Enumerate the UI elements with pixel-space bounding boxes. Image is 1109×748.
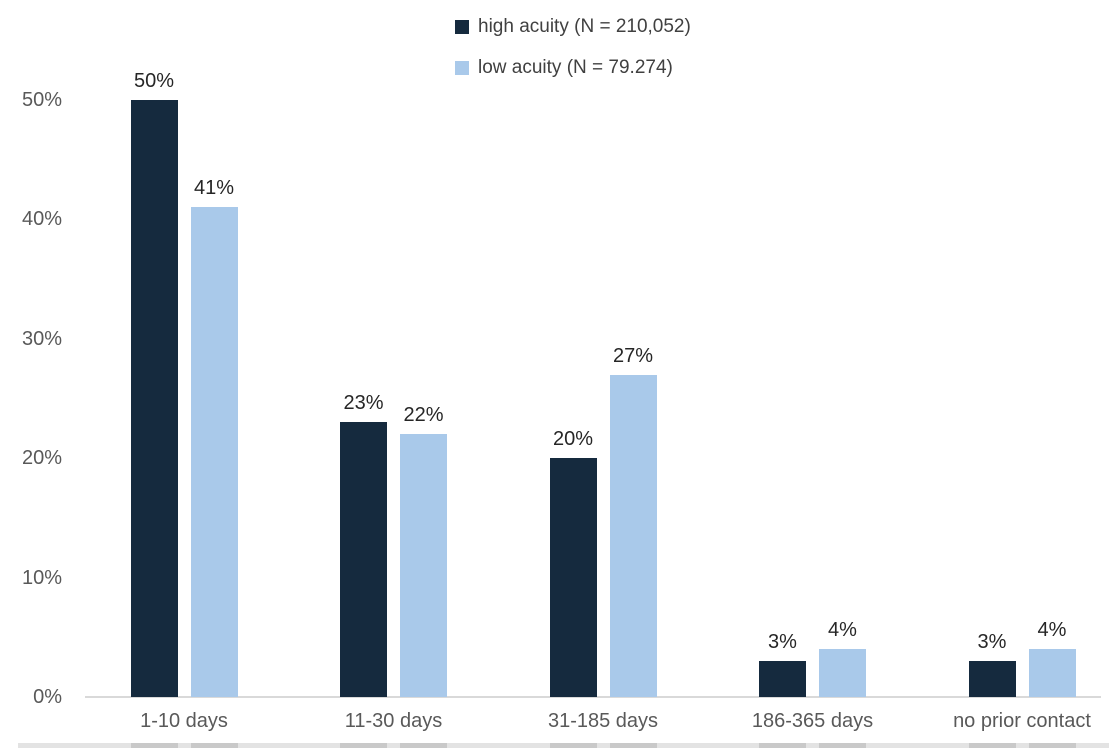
chart-legend: high acuity (N = 210,052) low acuity (N …	[455, 13, 691, 81]
bar-value-label: 27%	[612, 344, 654, 367]
bar-value-label: 4%	[828, 619, 857, 642]
x-axis-baseline	[85, 696, 1101, 698]
bar-value-label: 50%	[133, 70, 175, 92]
legend-item-high-acuity: high acuity (N = 210,052)	[455, 13, 691, 40]
cropped-bar-remnant	[819, 743, 866, 748]
bar-low-acuity	[819, 649, 866, 697]
x-axis-category-label: 11-30 days	[344, 710, 443, 732]
x-axis-category-label: no prior contact	[953, 710, 1091, 732]
cropped-bar-remnant	[190, 743, 238, 748]
cropped-bar-remnant	[609, 743, 657, 748]
legend-swatch-high-acuity-icon	[455, 19, 469, 34]
legend-label-low-acuity: low acuity (N = 79.274)	[478, 56, 673, 78]
bar-low-acuity	[400, 434, 447, 697]
bar-value-label: 3%	[977, 631, 1007, 654]
bar-value-label: 4%	[1037, 619, 1067, 642]
bar-low-acuity	[190, 207, 238, 697]
cropped-bar-remnant	[968, 743, 1016, 748]
bar-low-acuity	[609, 374, 657, 697]
bar-high-acuity	[549, 458, 597, 697]
bar-value-label: 22%	[403, 404, 444, 427]
cropped-bar-remnant	[759, 743, 806, 748]
bar-value-label: 20%	[552, 428, 594, 451]
bar-high-acuity	[130, 100, 178, 697]
legend-label-high-acuity: high acuity (N = 210,052)	[478, 15, 691, 37]
y-axis-tick-label: 50%	[21, 89, 62, 111]
bar-high-acuity	[968, 661, 1016, 697]
y-axis-tick-label: 10%	[21, 566, 62, 589]
x-axis-category-label: 1-10 days	[140, 710, 228, 732]
legend-swatch-low-acuity-icon	[455, 60, 469, 75]
bar-value-label: 41%	[193, 177, 235, 200]
bar-value-label: 3%	[768, 631, 797, 654]
bar-value-label: 23%	[343, 392, 384, 415]
cropped-bar-remnant	[1028, 743, 1076, 748]
y-axis-tick-label: 0%	[33, 686, 62, 708]
cropped-bar-remnant	[340, 743, 387, 748]
x-axis-category-label: 31-185 days	[547, 710, 659, 732]
cropped-bar-remnant	[130, 743, 178, 748]
bar-high-acuity	[340, 422, 387, 697]
cropped-bar-remnant	[400, 743, 447, 748]
bar-high-acuity	[759, 661, 806, 697]
bar-low-acuity	[1028, 649, 1076, 697]
y-axis-tick-label: 20%	[21, 447, 62, 470]
y-axis-tick-label: 40%	[21, 208, 62, 231]
x-axis-category-label: 186-365 days	[751, 710, 874, 732]
legend-item-low-acuity: low acuity (N = 79.274)	[455, 54, 691, 81]
cropped-bar-remnant	[549, 743, 597, 748]
y-axis-tick-label: 30%	[21, 327, 62, 350]
